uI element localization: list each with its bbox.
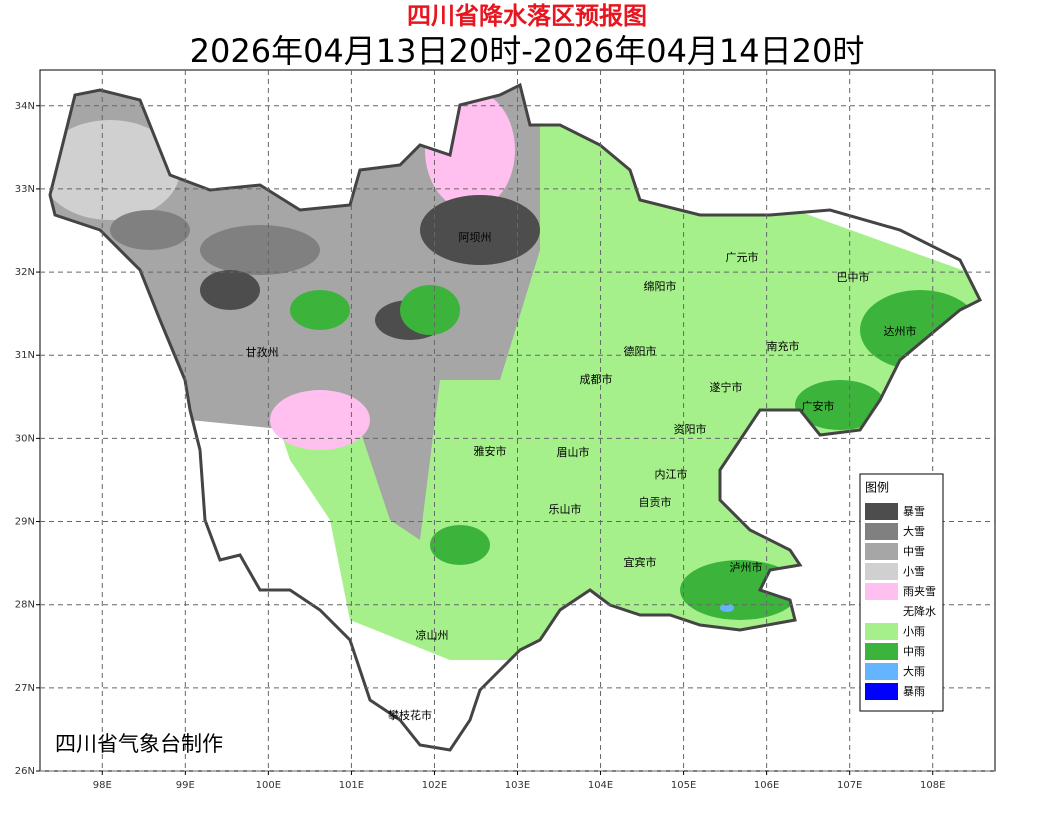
city-label: 攀枝花市: [388, 708, 432, 722]
blizzard: [200, 270, 260, 310]
city-label: 阿坝州: [459, 230, 492, 244]
city-label: 广安市: [802, 399, 835, 413]
y-tick-label: 31N: [15, 350, 35, 361]
blizzard: [420, 195, 540, 265]
heavy-snow: [200, 225, 320, 275]
legend-swatch: [865, 563, 898, 580]
grid: [40, 70, 995, 772]
legend-label: 小雪: [903, 565, 925, 578]
x-tick-label: 107E: [837, 780, 862, 791]
legend-title: 图例: [865, 481, 889, 495]
legend-label: 中雪: [903, 545, 925, 558]
city-label: 自贡市: [639, 495, 672, 509]
city-label: 成都市: [580, 372, 613, 386]
city-label: 巴中市: [837, 270, 870, 284]
y-tick-label: 32N: [15, 267, 35, 278]
city-label: 资阳市: [674, 422, 707, 436]
x-tick-label: 106E: [754, 780, 779, 791]
sleet: [270, 390, 370, 450]
x-tick-label: 100E: [256, 780, 281, 791]
legend-label: 大雪: [903, 524, 925, 538]
city-labels: 阿坝州 广元市 巴中市 绵阳市 达州市 甘孜州 德阳市 南充市 成都市 遂宁市 …: [246, 230, 917, 722]
city-label: 泸州市: [730, 560, 763, 574]
x-tick-label: 108E: [920, 780, 945, 791]
heavy-snow: [110, 210, 190, 250]
credit: 四川省气象台制作: [55, 732, 223, 756]
legend-swatch: [865, 583, 898, 600]
legend-swatch: [865, 543, 898, 560]
legend-label: 中雨: [903, 645, 925, 658]
y-tick-label: 34N: [15, 101, 35, 112]
legend-swatch: [865, 523, 898, 540]
city-label: 广元市: [726, 250, 759, 264]
city-label: 雅安市: [474, 444, 507, 458]
city-label: 遂宁市: [710, 380, 743, 394]
legend-swatch: [865, 643, 898, 660]
moderate-rain: [290, 290, 350, 330]
city-label: 德阳市: [624, 344, 657, 358]
y-tick-label: 26N: [15, 766, 35, 777]
city-label: 内江市: [655, 467, 688, 481]
y-tick-label: 30N: [15, 433, 35, 444]
legend-label: 大雨: [903, 664, 925, 678]
moderate-rain: [795, 380, 885, 430]
legend-swatch: [865, 623, 898, 640]
x-tick-label: 98E: [93, 780, 112, 791]
legend-swatch: [865, 503, 898, 520]
city-label: 乐山市: [549, 502, 582, 516]
light-snow: [50, 120, 180, 220]
legend-swatch: [865, 683, 898, 700]
moderate-rain: [430, 525, 490, 565]
y-tick-label: 27N: [15, 683, 35, 694]
city-label: 眉山市: [557, 445, 590, 459]
x-tick-label: 103E: [505, 780, 530, 791]
x-tick-label: 105E: [671, 780, 696, 791]
x-tick-label: 101E: [339, 780, 364, 791]
legend-swatch: [865, 663, 898, 680]
city-label: 宜宾市: [624, 555, 657, 569]
x-tick-label: 104E: [588, 780, 613, 791]
legend-swatch: [865, 603, 898, 620]
moderate-rain: [400, 285, 460, 335]
city-label: 凉山州: [416, 628, 449, 642]
city-label: 绵阳市: [644, 279, 677, 293]
legend-label: 无降水: [903, 604, 936, 618]
y-tick-label: 29N: [15, 517, 35, 528]
city-label: 甘孜州: [246, 345, 279, 359]
x-tick-label: 102E: [422, 780, 447, 791]
map-title: 四川省降水落区预报图: [407, 2, 647, 30]
y-tick-label: 33N: [15, 184, 35, 195]
y-tick-label: 28N: [15, 600, 35, 611]
city-label: 南充市: [767, 339, 800, 353]
legend-label: 雨夹雪: [903, 585, 936, 598]
legend-label: 暴雪: [903, 505, 925, 518]
legend-label: 小雨: [903, 625, 925, 638]
legend-label: 暴雨: [903, 685, 925, 698]
map-subtitle: 2026年04月13日20时-2026年04月14日20时: [190, 32, 865, 70]
heavy-rain: [720, 604, 734, 612]
x-tick-label: 99E: [176, 780, 195, 791]
city-label: 达州市: [884, 324, 917, 338]
